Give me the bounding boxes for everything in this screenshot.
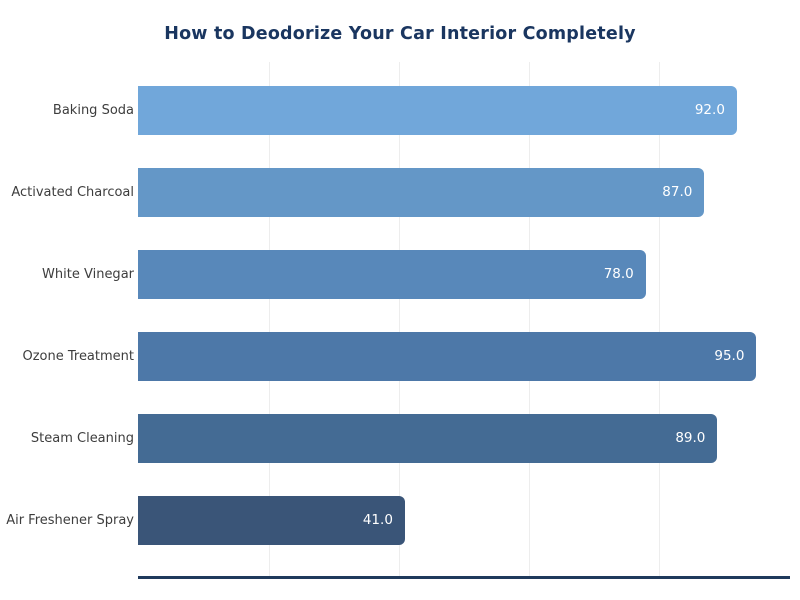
value-label: 89.0 bbox=[675, 430, 706, 446]
bar-row: Ozone Treatment 95.0 bbox=[0, 332, 800, 381]
bar-row: Baking Soda 92.0 bbox=[0, 86, 800, 135]
bar-row: Activated Charcoal 87.0 bbox=[0, 168, 800, 217]
value-label: 78.0 bbox=[603, 266, 634, 282]
bar: 41.0 bbox=[138, 496, 405, 545]
chart-title: How to Deodorize Your Car Interior Compl… bbox=[164, 24, 636, 44]
x-gridline bbox=[268, 62, 270, 578]
value-label: 92.0 bbox=[694, 102, 725, 118]
value-label: 95.0 bbox=[714, 348, 745, 364]
category-label: White Vinegar bbox=[42, 267, 134, 282]
category-label: Baking Soda bbox=[52, 103, 134, 118]
x-axis-line bbox=[138, 576, 790, 579]
category-label: Steam Cleaning bbox=[30, 431, 134, 446]
bar-row: Steam Cleaning 89.0 bbox=[0, 414, 800, 463]
bar: 78.0 bbox=[138, 250, 646, 299]
x-gridline bbox=[398, 62, 400, 578]
value-label: 87.0 bbox=[662, 184, 693, 200]
bar: 92.0 bbox=[138, 86, 737, 135]
x-gridline bbox=[659, 62, 661, 578]
bar: 87.0 bbox=[138, 168, 705, 217]
x-gridline bbox=[529, 62, 531, 578]
bar: 95.0 bbox=[138, 332, 757, 381]
value-label: 41.0 bbox=[362, 512, 393, 528]
category-label: Ozone Treatment bbox=[22, 349, 134, 364]
category-label: Activated Charcoal bbox=[11, 185, 134, 200]
category-label: Air Freshener Spray bbox=[6, 513, 134, 528]
bar-row: White Vinegar 78.0 bbox=[0, 250, 800, 299]
bar-row: Air Freshener Spray 41.0 bbox=[0, 496, 800, 545]
bar: 89.0 bbox=[138, 414, 718, 463]
